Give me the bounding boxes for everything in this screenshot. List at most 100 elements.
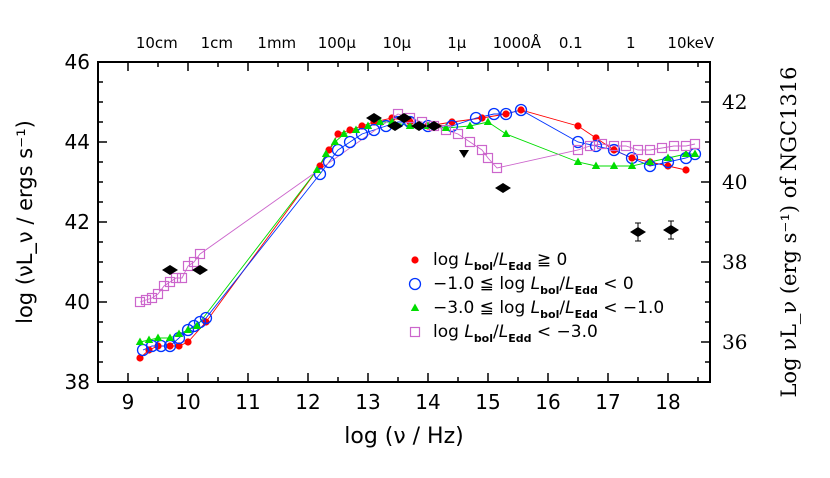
data-point — [501, 129, 511, 137]
top-wavelength-label: 1mm — [257, 34, 296, 52]
y-right-axis-label: Log νL_ν (erg s⁻¹) of NGC1316 — [777, 66, 801, 397]
x-tick-label: 10 — [175, 390, 200, 414]
data-point — [405, 121, 415, 129]
data-point — [572, 144, 584, 156]
y-tick-label: 44 — [65, 130, 90, 154]
x-tick-label: 9 — [122, 390, 135, 414]
legend-entry: log Lbol/LEdd < −3.0 — [409, 322, 598, 345]
legend-label: −1.0 ≦ log Lbol/LEdd < 0 — [433, 274, 634, 297]
legend: log Lbol/LEdd ≧ 0−1.0 ≦ log Lbol/LEdd < … — [408, 250, 664, 345]
data-point — [573, 157, 583, 165]
data-point — [396, 113, 412, 123]
data-point — [343, 135, 357, 149]
y-tick-label: 40 — [65, 290, 90, 314]
y-right-tick-label: 36 — [722, 330, 747, 354]
data-point — [183, 325, 193, 333]
legend-label-part: L — [499, 250, 508, 270]
data-point — [682, 166, 690, 174]
data-point — [441, 123, 451, 131]
data-point — [664, 162, 672, 170]
top-wavelength-label: 10keV — [667, 34, 714, 52]
data-point — [199, 311, 213, 325]
data-point — [176, 272, 188, 284]
legend-entry: −3.0 ≦ log Lbol/LEdd < −1.0 — [410, 298, 664, 321]
data-point — [192, 265, 208, 275]
legend-label-part: / — [559, 298, 565, 318]
data-point — [487, 107, 501, 121]
data-point — [367, 123, 381, 137]
data-point — [632, 144, 644, 156]
x-tick-label: 16 — [535, 390, 560, 414]
top-wavelength-label: 10μ — [382, 34, 411, 52]
data-point — [334, 130, 342, 138]
legend-label-part: Edd — [575, 308, 598, 321]
data-point — [387, 121, 403, 131]
data-point — [140, 294, 152, 306]
data-point — [452, 128, 464, 140]
legend-label-part: L — [464, 322, 473, 342]
data-point — [448, 118, 456, 126]
data-point — [681, 149, 691, 157]
legend-label-part: bol — [540, 284, 559, 297]
data-point — [184, 338, 192, 346]
data-point — [175, 342, 183, 350]
legend-label-part: Edd — [575, 284, 598, 297]
data-point — [689, 138, 701, 150]
legend-label: −3.0 ≦ log Lbol/LEdd < −1.0 — [433, 298, 664, 321]
x-tick-label: 13 — [355, 390, 380, 414]
legend-label-part: < −1.0 — [598, 298, 664, 318]
data-point — [181, 323, 195, 337]
plot-frame — [97, 61, 711, 383]
top-wavelength-label: 1cm — [201, 34, 233, 52]
data-point — [165, 333, 175, 341]
top-wavelength-label: 0.1 — [559, 34, 583, 52]
y-right-tick-label: 42 — [722, 90, 747, 114]
legend-label: log Lbol/LEdd < −3.0 — [433, 322, 598, 345]
data-point — [499, 107, 513, 121]
data-point — [469, 111, 483, 125]
top-wavelength-label: 1000Å — [493, 33, 542, 52]
legend-label-part: −3.0 ≦ log — [433, 298, 531, 318]
data-point — [465, 121, 475, 129]
data-point — [607, 143, 621, 157]
data-point — [589, 139, 603, 153]
legend-label-part: log — [433, 322, 464, 342]
data-point — [135, 337, 145, 345]
data-point — [591, 161, 601, 169]
y-axis-label: log (νL_ν / ergs s⁻¹) — [13, 120, 38, 324]
data-points — [134, 103, 702, 362]
legend-label-part: L — [531, 274, 540, 294]
x-tick-label: 14 — [415, 390, 440, 414]
legend-label-part: L — [565, 274, 574, 294]
data-point — [571, 135, 585, 149]
legend-label-part: < 0 — [598, 274, 634, 294]
data-point — [366, 113, 382, 123]
legend-label-part: / — [493, 250, 499, 270]
legend-label-part: bol — [474, 332, 493, 345]
legend-entry: log Lbol/LEdd ≧ 0 — [411, 250, 567, 273]
data-point — [608, 140, 620, 152]
data-point — [502, 110, 510, 118]
legend-marker — [409, 326, 421, 338]
data-point — [170, 272, 182, 284]
data-point — [517, 106, 525, 114]
data-point — [166, 342, 174, 350]
axis-ticks — [98, 61, 710, 383]
top-wavelength-label: 1 — [626, 34, 636, 52]
data-point — [426, 121, 442, 131]
legend-label-part: ≧ 0 — [532, 250, 568, 270]
axis-labels: 9 10 11 12 13 14 15 16 17 18 38 40 42 44 46 36 38 40 42 10c… — [13, 33, 801, 449]
y-right-tick-label: 38 — [722, 250, 747, 274]
x-axis-label: log (ν / Hz) — [344, 424, 463, 449]
data-point — [620, 140, 632, 152]
data-point — [375, 117, 385, 125]
data-point — [136, 354, 144, 362]
data-point — [192, 321, 202, 329]
legend-label-part: Edd — [508, 332, 531, 345]
legend-label-part: bol — [474, 260, 493, 273]
data-point — [194, 248, 206, 260]
data-point — [330, 137, 340, 145]
data-point — [584, 140, 596, 152]
data-point — [313, 167, 327, 181]
x-tick-label: 17 — [595, 390, 620, 414]
